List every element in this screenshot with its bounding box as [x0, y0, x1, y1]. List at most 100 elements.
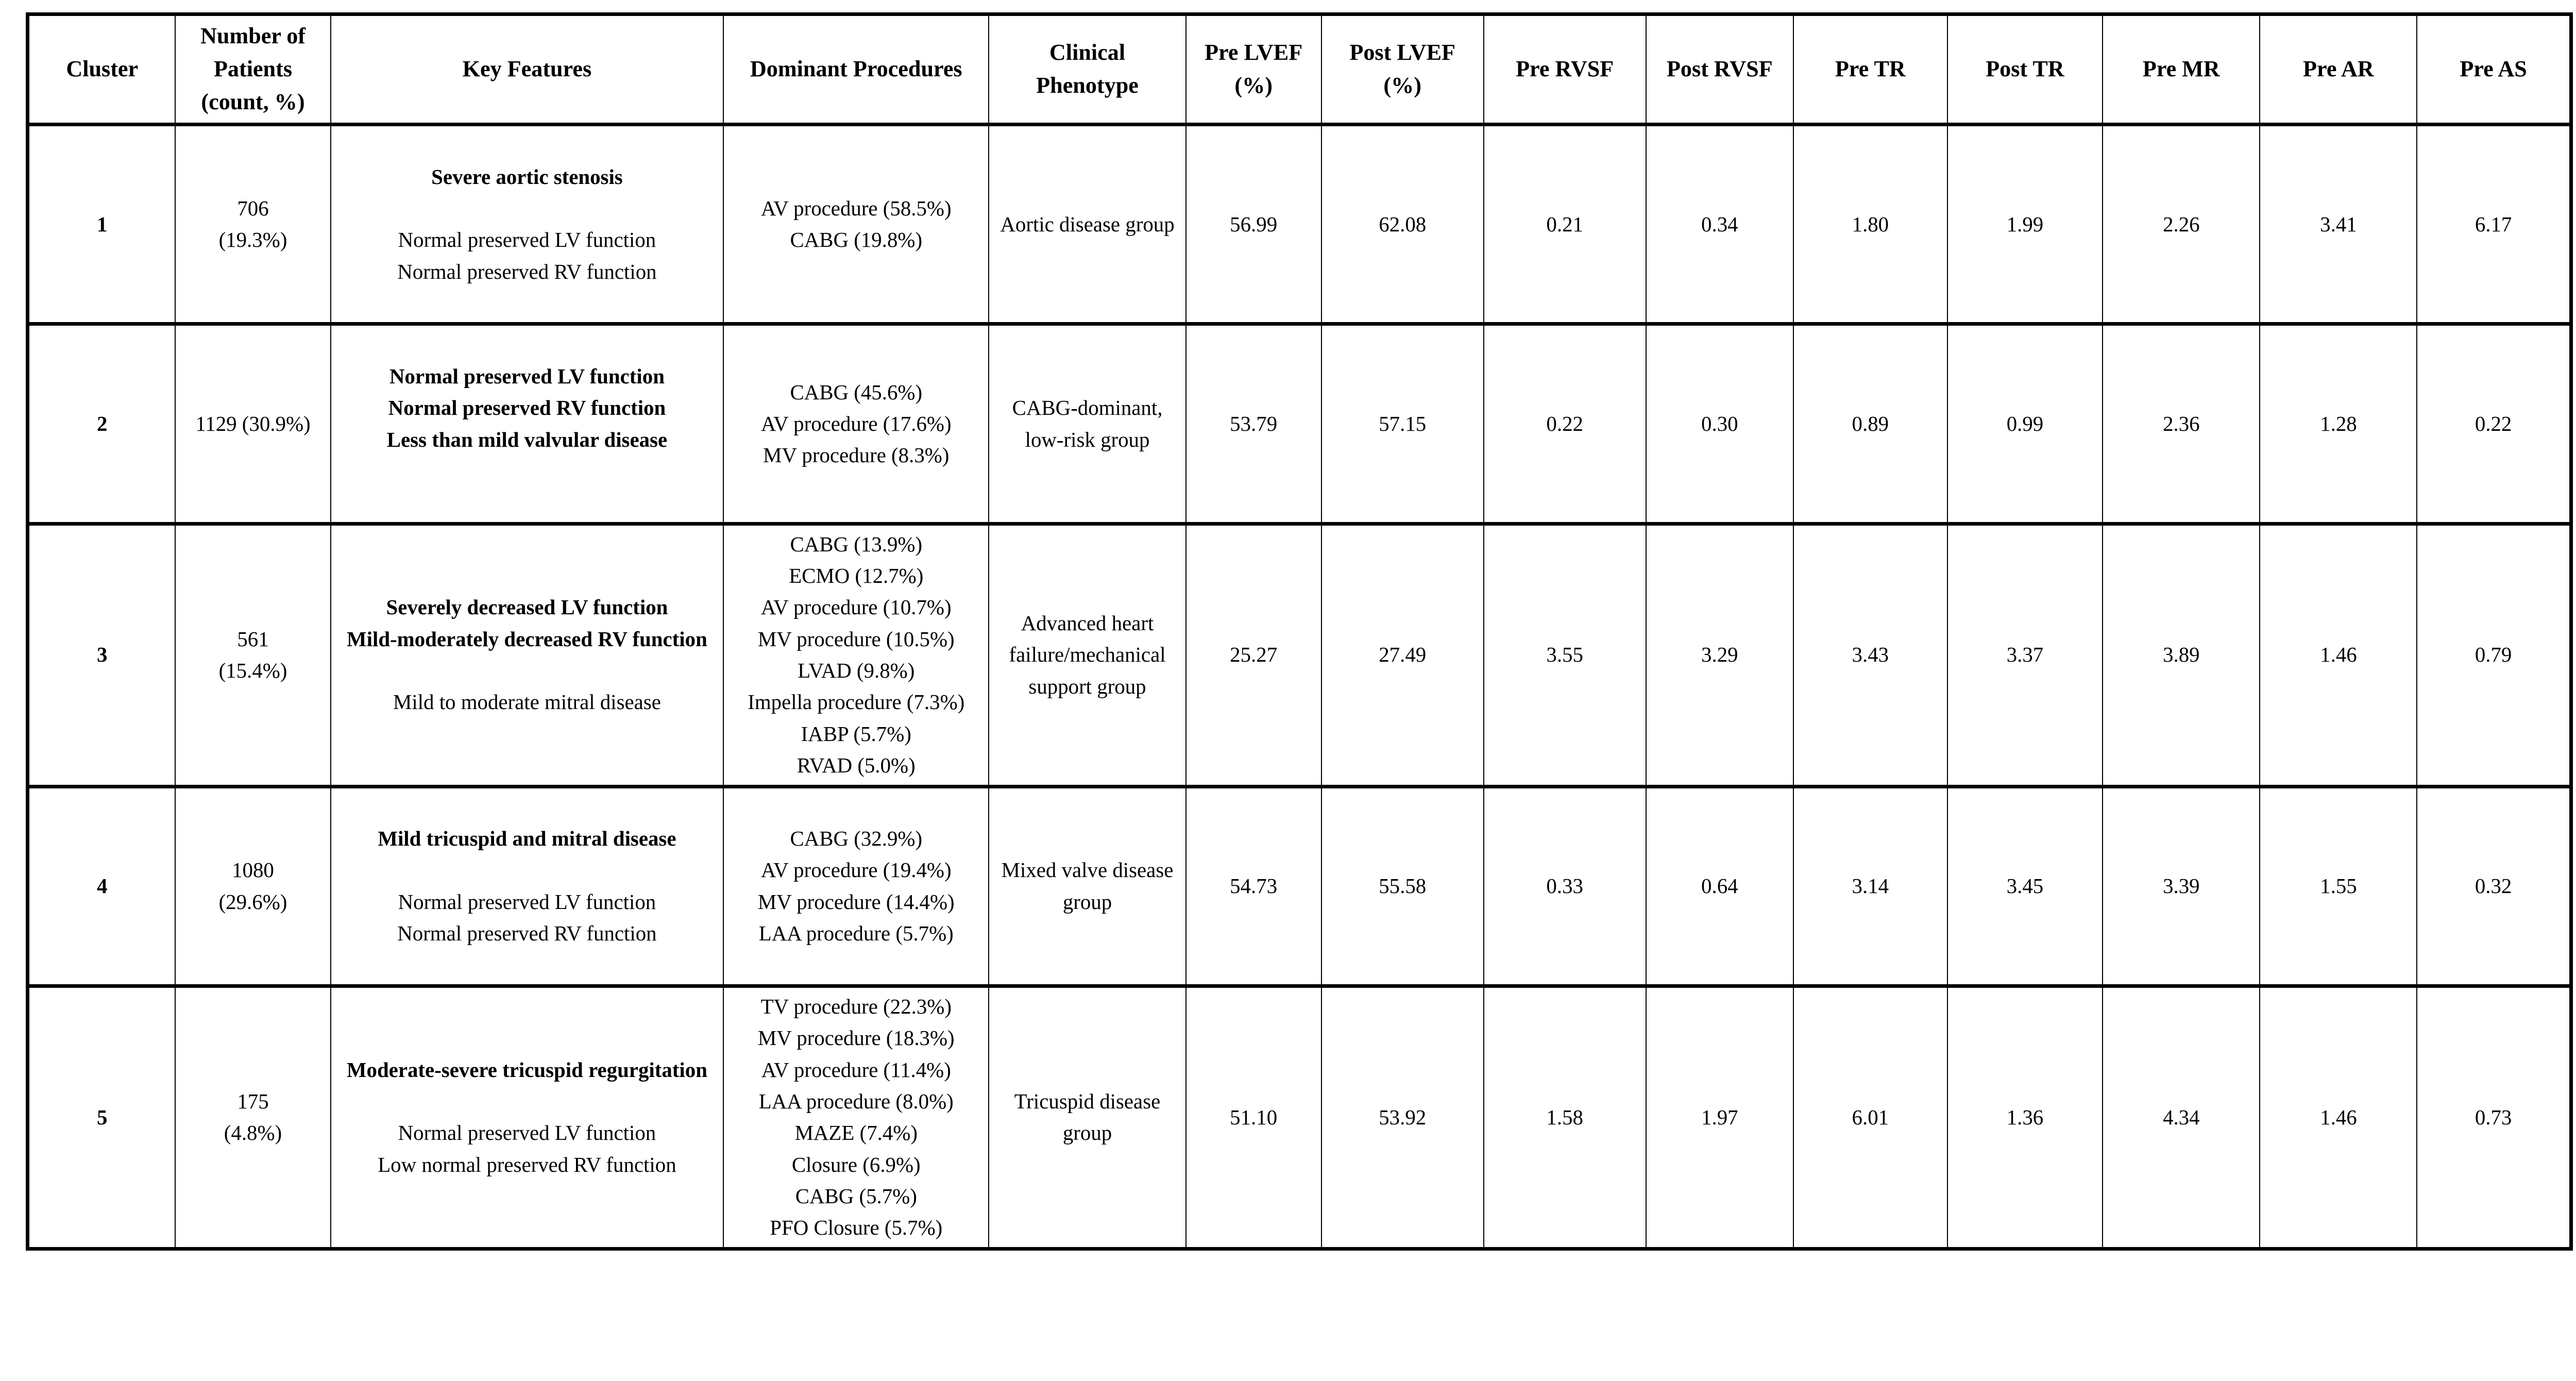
- cell-post-tr: 3.45: [1946, 786, 2104, 986]
- key-features-bold: Severe aortic stenosis: [431, 165, 623, 189]
- cell-pre-mr: 4.34: [2102, 986, 2261, 1249]
- cell-clinical-phenotype: Advanced heart failure/mechanical suppor…: [988, 524, 1187, 787]
- cell-post-rvsf: 0.30: [1645, 324, 1794, 524]
- col-cluster: Cluster: [27, 14, 176, 125]
- cell-pre-mr: 2.36: [2102, 324, 2261, 524]
- cell-patient-count: 1129 (30.9%): [175, 324, 331, 524]
- page: Cluster Number of Patients (count, %) Ke…: [26, 12, 2573, 1251]
- table-row: 5 175 (4.8%) Moderate-severe tricuspid r…: [27, 986, 2572, 1249]
- col-pre-rvsf: Pre RVSF: [1483, 14, 1647, 125]
- cell-cluster: 5: [27, 986, 176, 1249]
- cell-pre-as: 0.79: [2416, 524, 2572, 787]
- cell-cluster: 2: [27, 324, 176, 524]
- col-pre-mr: Pre MR: [2102, 14, 2261, 125]
- cell-post-lvef: 62.08: [1320, 124, 1484, 324]
- col-pre-ar: Pre AR: [2259, 14, 2418, 125]
- cell-pre-mr: 3.39: [2102, 786, 2261, 986]
- cell-key-features: Normal preserved LV function Normal pres…: [330, 324, 724, 524]
- table-header-row: Cluster Number of Patients (count, %) Ke…: [27, 14, 2572, 125]
- col-pre-tr: Pre TR: [1792, 14, 1948, 125]
- cell-post-lvef: 53.92: [1320, 986, 1484, 1249]
- table-row: 2 1129 (30.9%) Normal preserved LV funct…: [27, 324, 2572, 524]
- cell-key-features: Moderate-severe tricuspid regurgitation …: [330, 986, 724, 1249]
- cell-clinical-phenotype: Tricuspid disease group: [988, 986, 1187, 1249]
- cell-patient-count: 175 (4.8%): [175, 986, 331, 1249]
- cell-clinical-phenotype: Aortic disease group: [988, 124, 1187, 324]
- cell-pre-ar: 3.41: [2259, 124, 2418, 324]
- cell-pre-tr: 6.01: [1792, 986, 1948, 1249]
- key-features-plain: Normal preserved LV function Normal pres…: [397, 228, 657, 283]
- cell-cluster: 3: [27, 524, 176, 787]
- table-row: 4 1080 (29.6%) Mild tricuspid and mitral…: [27, 786, 2572, 986]
- cluster-summary-table: Cluster Number of Patients (count, %) Ke…: [26, 12, 2573, 1251]
- cell-pre-rvsf: 0.21: [1483, 124, 1647, 324]
- key-features-bold: Mild tricuspid and mitral disease: [378, 827, 676, 851]
- cell-patient-count: 1080 (29.6%): [175, 786, 331, 986]
- cell-pre-ar: 1.55: [2259, 786, 2418, 986]
- cell-pre-as: 0.73: [2416, 986, 2572, 1249]
- cell-post-tr: 1.36: [1946, 986, 2104, 1249]
- cell-cluster: 1: [27, 124, 176, 324]
- col-post-lvef: Post LVEF (%): [1320, 14, 1484, 125]
- cell-dominant-procedures: AV procedure (58.5%) CABG (19.8%): [723, 124, 990, 324]
- cell-key-features: Severely decreased LV function Mild-mode…: [330, 524, 724, 787]
- cell-post-tr: 3.37: [1946, 524, 2104, 787]
- cell-clinical-phenotype: Mixed valve disease group: [988, 786, 1187, 986]
- cell-dominant-procedures: CABG (45.6%) AV procedure (17.6%) MV pro…: [723, 324, 990, 524]
- col-post-tr: Post TR: [1946, 14, 2104, 125]
- cell-pre-lvef: 25.27: [1185, 524, 1322, 787]
- key-features-plain: Normal preserved LV function Normal pres…: [397, 890, 657, 946]
- cell-key-features: Mild tricuspid and mitral disease Normal…: [330, 786, 724, 986]
- cell-dominant-procedures: CABG (13.9%) ECMO (12.7%) AV procedure (…: [723, 524, 990, 787]
- col-post-rvsf: Post RVSF: [1645, 14, 1794, 125]
- cell-pre-as: 6.17: [2416, 124, 2572, 324]
- cell-pre-tr: 1.80: [1792, 124, 1948, 324]
- cell-dominant-procedures: TV procedure (22.3%) MV procedure (18.3%…: [723, 986, 990, 1249]
- cell-pre-lvef: 54.73: [1185, 786, 1322, 986]
- col-dominant-procedures: Dominant Procedures: [723, 14, 990, 125]
- cell-pre-ar: 1.28: [2259, 324, 2418, 524]
- cell-pre-mr: 3.89: [2102, 524, 2261, 787]
- cell-post-rvsf: 0.64: [1645, 786, 1794, 986]
- cell-cluster: 4: [27, 786, 176, 986]
- key-features-bold: Severely decreased LV function Mild-mode…: [347, 596, 707, 651]
- cell-post-rvsf: 0.34: [1645, 124, 1794, 324]
- key-features-bold: Normal preserved LV function Normal pres…: [386, 364, 668, 451]
- cell-post-lvef: 57.15: [1320, 324, 1484, 524]
- cell-pre-lvef: 53.79: [1185, 324, 1322, 524]
- cell-post-lvef: 27.49: [1320, 524, 1484, 787]
- cell-pre-rvsf: 1.58: [1483, 986, 1647, 1249]
- cell-pre-rvsf: 0.22: [1483, 324, 1647, 524]
- cell-post-rvsf: 3.29: [1645, 524, 1794, 787]
- cell-patient-count: 561 (15.4%): [175, 524, 331, 787]
- key-features-plain: Normal preserved LV function Low normal …: [378, 1121, 676, 1176]
- table-row: 3 561 (15.4%) Severely decreased LV func…: [27, 524, 2572, 787]
- cell-pre-lvef: 56.99: [1185, 124, 1322, 324]
- cell-post-tr: 0.99: [1946, 324, 2104, 524]
- cell-pre-mr: 2.26: [2102, 124, 2261, 324]
- col-pre-as: Pre AS: [2416, 14, 2572, 125]
- col-key-features: Key Features: [330, 14, 724, 125]
- cell-post-rvsf: 1.97: [1645, 986, 1794, 1249]
- cell-patient-count: 706 (19.3%): [175, 124, 331, 324]
- col-clinical-phenotype: Clinical Phenotype: [988, 14, 1187, 125]
- cell-dominant-procedures: CABG (32.9%) AV procedure (19.4%) MV pro…: [723, 786, 990, 986]
- cell-post-tr: 1.99: [1946, 124, 2104, 324]
- cell-pre-tr: 3.14: [1792, 786, 1948, 986]
- cell-pre-lvef: 51.10: [1185, 986, 1322, 1249]
- cell-pre-ar: 1.46: [2259, 524, 2418, 787]
- key-features-bold: Moderate-severe tricuspid regurgitation: [346, 1058, 707, 1082]
- cell-post-lvef: 55.58: [1320, 786, 1484, 986]
- key-features-plain: Mild to moderate mitral disease: [393, 690, 661, 714]
- col-patient-count: Number of Patients (count, %): [175, 14, 331, 125]
- cell-pre-rvsf: 3.55: [1483, 524, 1647, 787]
- cell-pre-as: 0.32: [2416, 786, 2572, 986]
- cell-pre-rvsf: 0.33: [1483, 786, 1647, 986]
- cell-clinical-phenotype: CABG-dominant, low-risk group: [988, 324, 1187, 524]
- cell-pre-ar: 1.46: [2259, 986, 2418, 1249]
- col-pre-lvef: Pre LVEF (%): [1185, 14, 1322, 125]
- cell-pre-as: 0.22: [2416, 324, 2572, 524]
- cell-pre-tr: 3.43: [1792, 524, 1948, 787]
- cell-key-features: Severe aortic stenosis Normal preserved …: [330, 124, 724, 324]
- table-row: 1 706 (19.3%) Severe aortic stenosis Nor…: [27, 124, 2572, 324]
